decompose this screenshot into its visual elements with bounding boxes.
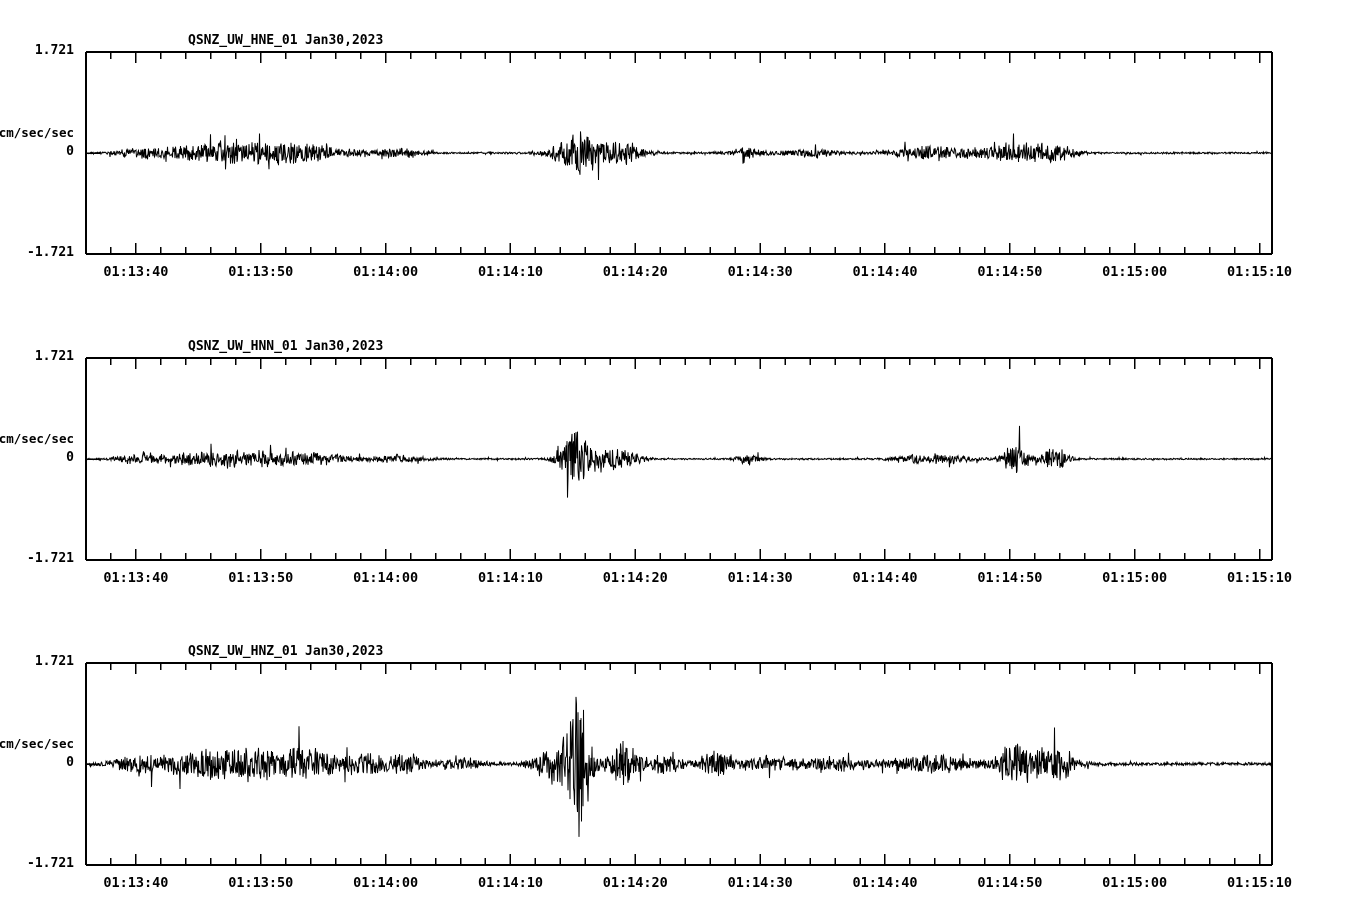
x-tick-label: 01:15:10 bbox=[1227, 264, 1293, 280]
x-tick-label: 01:14:30 bbox=[727, 264, 793, 280]
y-tick-label-min: -1.721 bbox=[27, 856, 74, 871]
plot-frame-overlay bbox=[85, 357, 1273, 561]
x-tick-label: 01:14:40 bbox=[852, 570, 918, 586]
x-tick-label: 01:14:40 bbox=[852, 264, 918, 280]
y-axis-unit-label: cm/sec/sec bbox=[0, 431, 74, 446]
panel-title-station: QSNZ_UW_HNE_01 bbox=[188, 33, 298, 48]
x-tick-label: 01:14:10 bbox=[477, 875, 543, 891]
x-tick-label: 01:14:30 bbox=[727, 875, 793, 891]
x-tick-label: 01:15:00 bbox=[1102, 264, 1168, 280]
plot-frame-overlay bbox=[85, 662, 1273, 866]
panel-title-date: Jan30,2023 bbox=[305, 339, 384, 354]
y-tick-label-zero: 0 bbox=[66, 450, 74, 465]
x-tick-label: 01:13:50 bbox=[228, 875, 294, 891]
x-tick-label: 01:14:00 bbox=[353, 570, 419, 586]
y-axis-unit-label: cm/sec/sec bbox=[0, 736, 74, 751]
x-tick-label: 01:14:50 bbox=[977, 875, 1043, 891]
x-tick-label: 01:14:20 bbox=[602, 264, 668, 280]
x-tick-label: 01:14:10 bbox=[477, 264, 543, 280]
y-tick-label-zero: 0 bbox=[66, 144, 74, 159]
y-axis-unit-label: cm/sec/sec bbox=[0, 125, 74, 140]
waveform-trace bbox=[85, 696, 1273, 837]
x-tick-label: 01:15:10 bbox=[1227, 570, 1293, 586]
x-tick-label: 01:14:50 bbox=[977, 264, 1043, 280]
plot-frame bbox=[85, 357, 1273, 561]
panel-title-date: Jan30,2023 bbox=[305, 644, 384, 659]
x-tick-label: 01:14:20 bbox=[602, 570, 668, 586]
x-tick-label: 01:14:20 bbox=[602, 875, 668, 891]
x-tick-label: 01:14:10 bbox=[477, 570, 543, 586]
x-tick-label: 01:14:00 bbox=[353, 264, 419, 280]
x-tick-label: 01:13:40 bbox=[103, 875, 169, 891]
plot-frame-overlay bbox=[85, 51, 1273, 255]
panel-title-station: QSNZ_UW_HNN_01 bbox=[188, 339, 298, 354]
x-tick-label: 01:15:00 bbox=[1102, 875, 1168, 891]
x-tick-label: 01:13:40 bbox=[103, 264, 169, 280]
plot-frame bbox=[85, 51, 1273, 255]
axis-ticks bbox=[85, 662, 1261, 866]
x-tick-label: 01:15:00 bbox=[1102, 570, 1168, 586]
x-tick-label: 01:14:30 bbox=[727, 570, 793, 586]
axis-ticks bbox=[85, 51, 1261, 255]
x-tick-label: 01:14:40 bbox=[852, 875, 918, 891]
y-tick-label-max: 1.721 bbox=[34, 43, 74, 58]
y-tick-label-zero: 0 bbox=[66, 755, 74, 770]
plot-frame bbox=[85, 662, 1273, 866]
waveform-trace bbox=[85, 131, 1273, 181]
waveform-trace bbox=[85, 425, 1273, 498]
x-tick-label: 01:14:50 bbox=[977, 570, 1043, 586]
y-tick-label-max: 1.721 bbox=[34, 349, 74, 364]
x-tick-label: 01:14:00 bbox=[353, 875, 419, 891]
panel-title-date: Jan30,2023 bbox=[305, 33, 384, 48]
y-tick-label-min: -1.721 bbox=[27, 245, 74, 260]
panel-title-station: QSNZ_UW_HNZ_01 bbox=[188, 644, 298, 659]
axis-ticks bbox=[85, 357, 1261, 561]
x-tick-label: 01:13:40 bbox=[103, 570, 169, 586]
y-tick-label-max: 1.721 bbox=[34, 654, 74, 669]
y-tick-label-min: -1.721 bbox=[27, 551, 74, 566]
x-tick-label: 01:13:50 bbox=[228, 264, 294, 280]
x-tick-label: 01:13:50 bbox=[228, 570, 294, 586]
x-tick-label: 01:15:10 bbox=[1227, 875, 1293, 891]
